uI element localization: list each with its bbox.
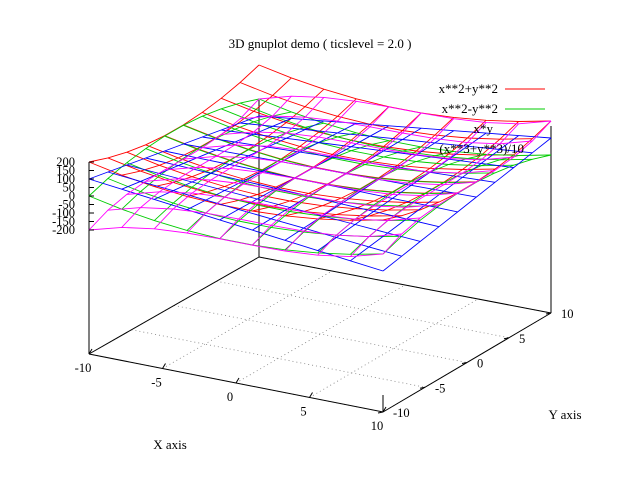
legend-label: x*y bbox=[474, 121, 494, 136]
y-tick-label: -5 bbox=[435, 381, 445, 395]
mesh-line bbox=[221, 131, 514, 161]
y-tick bbox=[419, 386, 426, 389]
mesh-line bbox=[88, 98, 260, 197]
y-axis-label: Y axis bbox=[548, 407, 581, 422]
grid-line bbox=[235, 284, 406, 384]
x-tick-label: 0 bbox=[227, 390, 233, 404]
grid-line bbox=[309, 298, 479, 398]
mesh-line bbox=[258, 115, 552, 139]
x-tick bbox=[309, 392, 313, 398]
mesh-line bbox=[258, 64, 552, 122]
legend: x**2+y**2 x**2-y**2 x*y (x**3+y**3)/10 bbox=[439, 81, 545, 156]
z-tick-label: -150 bbox=[52, 215, 75, 229]
mesh-line bbox=[183, 155, 477, 186]
mesh-line bbox=[317, 132, 487, 251]
mesh-line bbox=[145, 144, 440, 203]
mesh-line bbox=[284, 130, 454, 241]
mesh-line bbox=[126, 164, 421, 242]
mesh-line bbox=[382, 120, 552, 255]
mesh-line bbox=[186, 122, 357, 211]
y-tick-label: 5 bbox=[519, 332, 525, 346]
z-tick-label: 50 bbox=[63, 181, 76, 195]
y-tick bbox=[461, 362, 468, 364]
mesh-line bbox=[107, 207, 402, 238]
mesh-line bbox=[164, 166, 458, 197]
z-tick-label: -100 bbox=[52, 206, 75, 220]
x-tick-label: 10 bbox=[371, 419, 384, 433]
z-tick-label: -200 bbox=[52, 223, 75, 237]
y-tick bbox=[545, 312, 552, 315]
z-tick-label: 100 bbox=[56, 172, 75, 186]
mesh-line bbox=[221, 129, 514, 169]
mesh-line bbox=[219, 106, 390, 240]
z-tick-label: 150 bbox=[56, 164, 75, 178]
mesh-line bbox=[186, 100, 357, 234]
x-tick bbox=[162, 363, 166, 369]
mesh-line bbox=[88, 178, 384, 272]
x-tick bbox=[88, 348, 93, 355]
z-tick-label: -50 bbox=[58, 198, 75, 212]
mesh-line bbox=[240, 115, 533, 145]
mesh-line bbox=[153, 97, 325, 230]
mesh-line bbox=[202, 111, 496, 170]
surfaces bbox=[88, 64, 552, 272]
legend-label: (x**3+y**3)/10 bbox=[439, 141, 524, 156]
mesh-line bbox=[121, 117, 292, 190]
base-border bbox=[88, 256, 260, 355]
mesh-line bbox=[153, 122, 324, 221]
y-tick bbox=[377, 411, 384, 414]
mesh-line bbox=[107, 157, 402, 217]
mesh-line bbox=[145, 157, 440, 228]
mesh-line bbox=[382, 137, 552, 272]
mesh-line bbox=[349, 123, 519, 257]
z-tick-label: 200 bbox=[56, 155, 75, 169]
mesh-line bbox=[284, 118, 455, 252]
mesh-line bbox=[107, 171, 402, 257]
mesh-line bbox=[145, 178, 440, 208]
grid-line bbox=[216, 280, 510, 339]
x-tick-label: 5 bbox=[300, 405, 306, 419]
mesh-line bbox=[126, 191, 421, 221]
surface-(x**3+y**3)/10 bbox=[88, 95, 552, 258]
y-tick-label: 0 bbox=[477, 357, 483, 371]
mesh-line bbox=[164, 135, 458, 195]
x-tick bbox=[235, 377, 240, 384]
base-border bbox=[258, 256, 552, 314]
mesh-line bbox=[202, 136, 496, 183]
legend-label: x**2+y**2 bbox=[439, 81, 498, 96]
x-tick bbox=[382, 406, 387, 413]
mesh-line bbox=[126, 151, 421, 211]
x-tick-label: -5 bbox=[151, 376, 161, 390]
mesh-line bbox=[88, 226, 384, 258]
x-tick-label: -10 bbox=[75, 361, 92, 375]
mesh-line bbox=[350, 135, 519, 262]
grid-line bbox=[173, 305, 468, 363]
mesh-line bbox=[88, 161, 384, 221]
mesh-line bbox=[164, 135, 458, 194]
mesh-line bbox=[251, 112, 422, 246]
mesh-line bbox=[317, 122, 487, 256]
x-axis-label: X axis bbox=[153, 437, 187, 452]
grid-line bbox=[162, 270, 333, 369]
y-tick-label: -10 bbox=[393, 406, 410, 420]
surface-x**2-y**2 bbox=[88, 98, 552, 255]
mesh-line bbox=[258, 95, 552, 125]
mesh-line bbox=[88, 98, 260, 231]
surface-x*y bbox=[88, 115, 552, 272]
tick-labels: -10-50510-10-50510200150100500-50-100-15… bbox=[52, 155, 573, 433]
y-tick-label: 10 bbox=[561, 307, 574, 321]
mesh-line bbox=[121, 95, 292, 228]
legend-label: x**2-y**2 bbox=[442, 101, 498, 116]
chart-title: 3D gnuplot demo ( ticslevel = 2.0 ) bbox=[229, 36, 412, 51]
y-tick bbox=[503, 337, 510, 340]
z-tick-label: 0 bbox=[69, 189, 75, 203]
mesh-line bbox=[284, 150, 454, 251]
mesh-line bbox=[240, 122, 533, 154]
mesh-line bbox=[202, 144, 496, 174]
